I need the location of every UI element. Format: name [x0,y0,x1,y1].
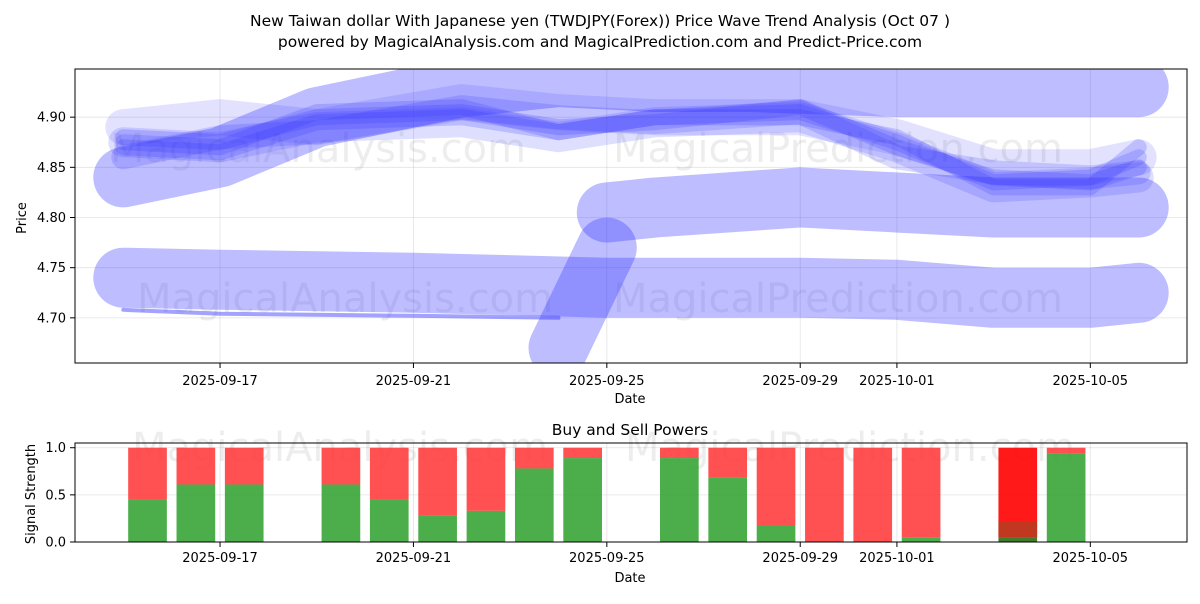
price-y-tick-label: 4.85 [37,161,66,176]
price-x-tick-label: 2025-09-17 [182,374,258,389]
signal-x-tick-label: 2025-10-01 [859,551,935,566]
price-x-tick-label: 2025-09-21 [376,374,452,389]
buy-power-bar [1046,453,1086,542]
buy-power-bar [418,515,457,542]
price-plot-frame [74,68,1188,364]
wave-series-line [93,69,1169,208]
signal-x-tick-label: 2025-10-05 [1053,551,1129,566]
sell-power-bar [901,447,941,538]
wave-series-line [105,84,1157,186]
wave-series-line [93,247,1169,328]
sell-power-bar [1046,447,1086,454]
buy-power-bar [128,499,167,542]
price-grid [75,69,1187,363]
signal-y-tick-label: 0.0 [45,536,66,551]
sell-power-bar [756,447,796,526]
wave-series-line [528,217,637,363]
price-x-tick-label: 2025-10-01 [859,374,935,389]
wave-series-line [108,102,1154,203]
buy-power-bar [756,525,796,542]
chart-title: New Taiwan dollar With Japanese yen (TWD… [250,12,950,30]
signal-chart-ylabel: Signal Strength [24,444,39,544]
signal-chart-xlabel: Date [614,571,645,586]
buy-power-bar [514,468,554,542]
wave-series-line [115,109,1147,196]
price-wave-panel: MagicalAnalysis.com MagicalPrediction.com… [37,68,1188,389]
sell-power-bar [176,447,216,485]
signal-y-tick-label: 0.5 [45,488,66,503]
buy-power-bar [466,510,506,542]
buy-power-bar [708,477,748,542]
watermark-text: MagicalAnalysis.com [137,276,553,322]
buy-power-bar [901,537,941,542]
buy-power-bar [563,458,602,542]
price-x-tick-label: 2025-10-05 [1053,374,1129,389]
wave-series-group [93,69,1169,363]
wave-series-line [111,95,1151,190]
signal-strength-panel: MagicalAnalysis.comMagicalPrediction.com… [45,425,1188,566]
price-y-tick-label: 4.70 [37,311,66,326]
signal-x-tick-label: 2025-09-21 [376,551,452,566]
sell-power-bar [369,447,409,500]
wave-series-line [115,99,1147,191]
sell-power-bar [708,447,748,478]
wave-series-line [121,307,561,320]
price-x-tick-label: 2025-09-25 [569,374,645,389]
price-y-tick-label: 4.75 [37,261,66,276]
strong-signal-band [998,521,1038,538]
price-x-tick-label: 2025-09-29 [762,374,838,389]
sell-power-bar [321,447,361,485]
buy-power-bar [176,484,216,542]
sell-power-bar [466,447,506,511]
sell-power-bar [128,447,167,500]
wave-series-line [576,167,1169,243]
chart-subtitle: powered by MagicalAnalysis.com and Magic… [278,33,922,51]
watermark-text: MagicalPrediction.com [613,276,1063,322]
signal-x-tick-label: 2025-09-25 [569,551,645,566]
signal-x-tick-label: 2025-09-17 [182,551,258,566]
sell-power-bar [563,447,602,459]
sell-power-bar [514,447,554,469]
price-chart-ylabel: Price [15,202,30,234]
signal-x-tick-label: 2025-09-29 [762,551,838,566]
signal-bars [128,447,1086,542]
watermark-text: MagicalAnalysis.com [110,126,526,172]
signal-plot-frame [74,442,1188,543]
buy-power-bar [321,484,361,542]
price-chart-xlabel: Date [614,392,645,407]
signal-y-tick-label: 1.0 [45,441,66,456]
buy-power-bar [224,484,264,542]
price-y-tick-label: 4.80 [37,211,66,226]
sell-power-bar [418,447,457,516]
signal-chart-title: Buy and Sell Powers [552,421,709,439]
buy-power-bar [660,458,699,542]
watermark-text: MagicalPrediction.com [613,126,1063,172]
sell-power-bar [805,447,844,542]
sell-power-bar [660,447,699,459]
buy-power-bar [369,499,409,542]
price-y-tick-label: 4.90 [37,111,66,126]
sell-power-bar [224,447,264,485]
wave-series-line [115,99,1147,191]
sell-power-bar [853,447,893,542]
buy-power-bar [998,537,1038,542]
